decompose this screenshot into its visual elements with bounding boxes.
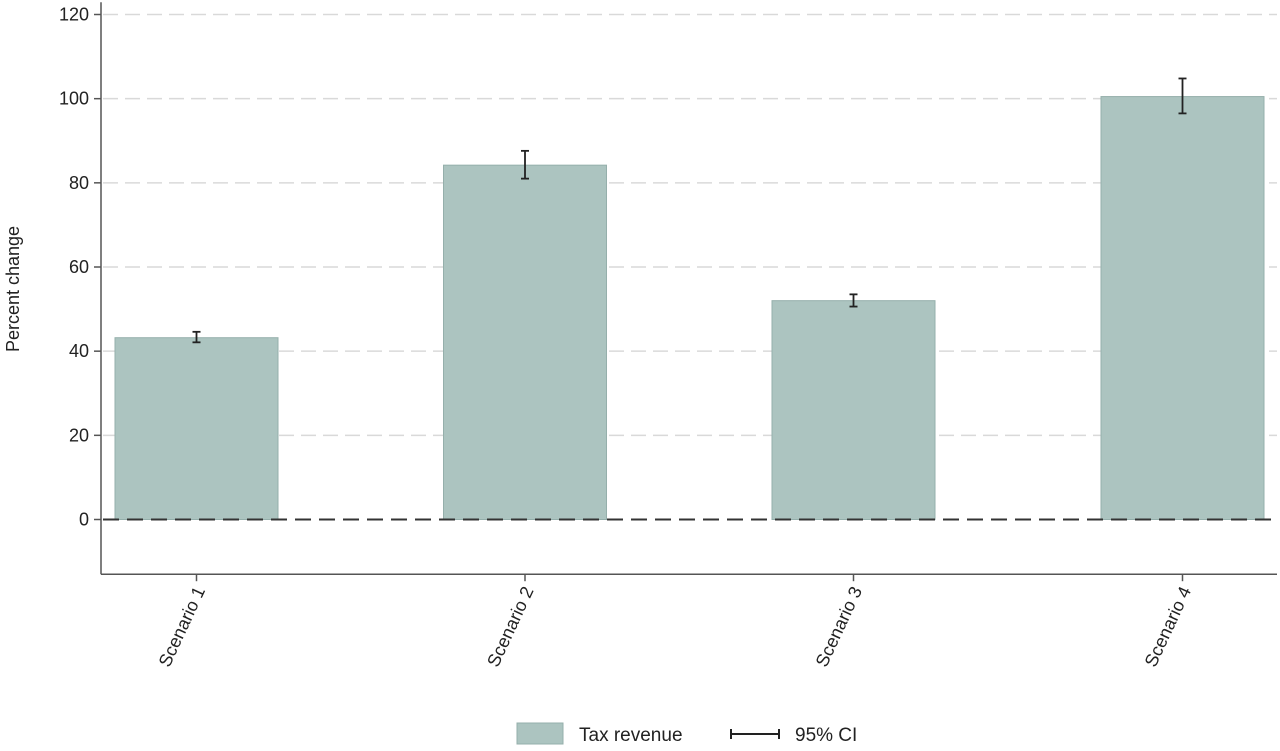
axes bbox=[94, 2, 1277, 582]
x-tick-label-scenario-2: Scenario 2 bbox=[483, 583, 537, 669]
y-tick-label-120: 120 bbox=[59, 5, 89, 25]
y-tick-label-80: 80 bbox=[69, 173, 89, 193]
x-tick-label-scenario-1: Scenario 1 bbox=[155, 583, 209, 669]
bar-scenario-3 bbox=[771, 300, 936, 520]
gridlines bbox=[103, 13, 1277, 437]
y-tick-label-100: 100 bbox=[59, 89, 89, 109]
errorbar-scenario-2 bbox=[521, 149, 529, 180]
errorbar-scenario-1 bbox=[192, 330, 201, 344]
legend-ci-symbol bbox=[730, 729, 780, 739]
errorbar-scenario-3 bbox=[849, 293, 858, 308]
y-tick-label-0: 0 bbox=[79, 510, 89, 530]
bars bbox=[114, 96, 1265, 520]
y-tick-labels: 0 20 40 60 80 100 120 bbox=[59, 5, 89, 530]
legend-label-ci: 95% CI bbox=[795, 725, 857, 746]
bar-scenario-2 bbox=[443, 164, 607, 520]
x-tick-label-scenario-4: Scenario 4 bbox=[1141, 583, 1195, 669]
legend: Tax revenue 95% CI bbox=[516, 722, 857, 746]
y-tick-label-40: 40 bbox=[69, 341, 89, 361]
y-tick-label-20: 20 bbox=[69, 425, 89, 445]
legend-label-tax-revenue: Tax revenue bbox=[579, 725, 683, 746]
y-axis-label: Percent change bbox=[3, 226, 23, 352]
x-tick-label-scenario-3: Scenario 3 bbox=[812, 583, 866, 669]
error-bars bbox=[192, 77, 1187, 344]
errorbar-scenario-4 bbox=[1178, 77, 1187, 115]
bar-scenario-1 bbox=[114, 337, 279, 520]
y-tick-label-60: 60 bbox=[69, 257, 89, 277]
legend-swatch-tax-revenue bbox=[516, 722, 564, 745]
x-tick-labels: Scenario 1 Scenario 2 Scenario 3 Scenario 4 bbox=[155, 583, 1195, 669]
bar-scenario-4 bbox=[1100, 96, 1265, 520]
